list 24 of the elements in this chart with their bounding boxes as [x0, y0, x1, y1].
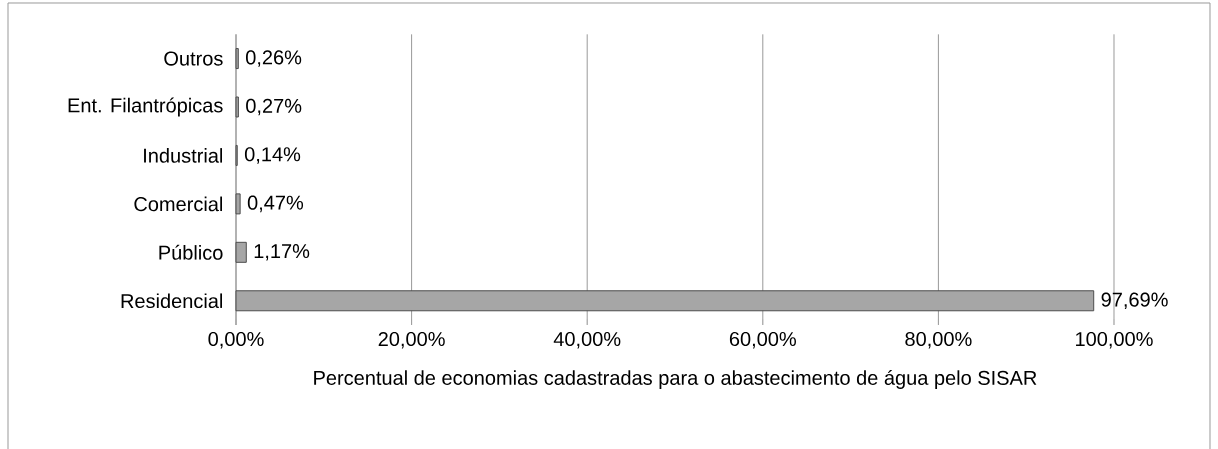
y-tick-label: Comercial	[134, 196, 223, 212]
bar	[235, 241, 247, 263]
y-tick-label: Industrial	[144, 148, 223, 163]
data-label: 0,27%	[246, 98, 302, 116]
x-tick-label: 80,00%	[905, 331, 972, 349]
data-label: 0,26%	[246, 50, 302, 67]
bar	[235, 96, 239, 118]
bar	[235, 193, 241, 215]
data-label: 97,69%	[1101, 292, 1168, 310]
data-label: 1,17%	[254, 244, 310, 261]
bar	[235, 48, 239, 70]
bar	[235, 290, 1095, 312]
x-tick-label: 100,00%	[1076, 331, 1153, 349]
y-tick-label: Público	[159, 244, 223, 260]
data-label: 0,14%	[244, 147, 301, 164]
x-tick-label: 60,00%	[729, 331, 796, 349]
x-tick-label: 40,00%	[553, 331, 621, 349]
y-tick-label: Residencial	[121, 293, 223, 309]
x-tick-label: 0,00%	[208, 331, 264, 349]
y-tick-label: Outros	[164, 51, 223, 66]
x-tick-label: 20,00%	[378, 331, 445, 349]
y-tick-label: Ent. Filantrópicas	[68, 97, 223, 117]
x-axis-title: Percentual de economias cadastradas para o abastecimento de água pelo SISAR	[314, 370, 1037, 389]
data-label: 0,47%	[247, 195, 304, 213]
